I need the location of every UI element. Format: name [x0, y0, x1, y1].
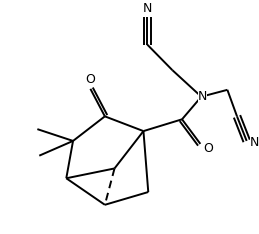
Text: O: O	[203, 142, 213, 155]
Text: N: N	[198, 90, 207, 103]
Text: N: N	[250, 136, 259, 149]
Text: O: O	[85, 73, 95, 85]
Text: N: N	[143, 2, 152, 15]
